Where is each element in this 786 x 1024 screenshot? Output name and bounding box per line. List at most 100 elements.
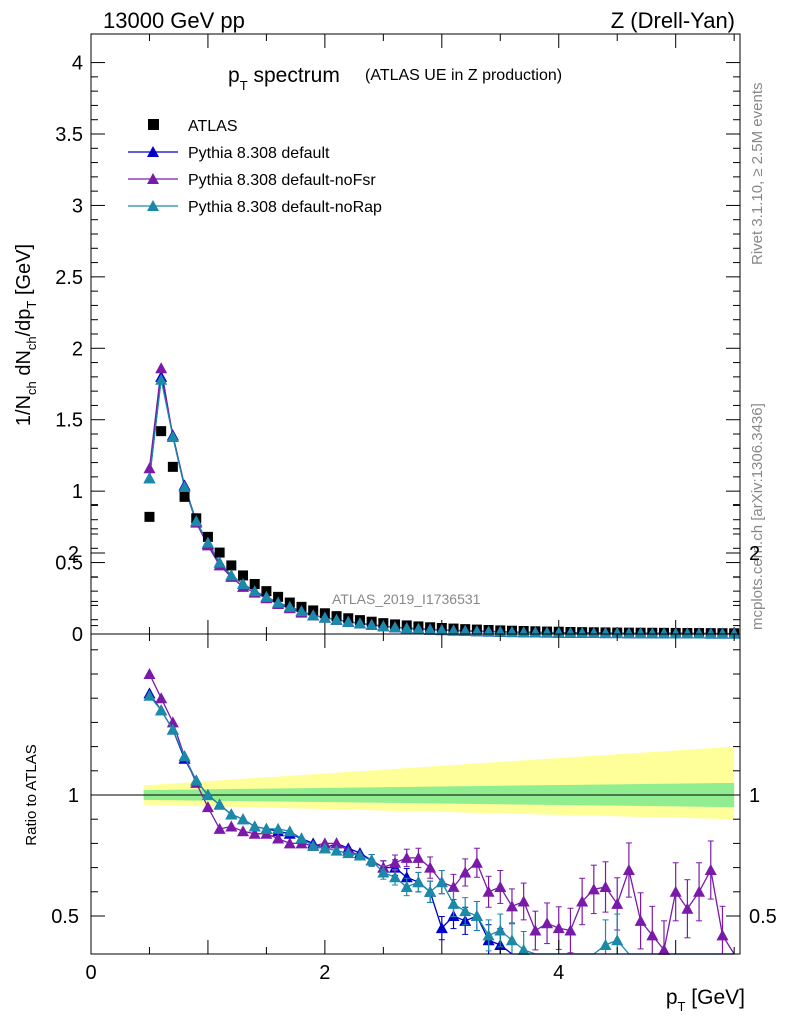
- ratio-point: [389, 856, 402, 868]
- chart-title: pT spectrum: [228, 64, 340, 93]
- mc-point: [587, 627, 600, 638]
- ratio-point: [201, 801, 214, 813]
- ratio-point: [237, 825, 250, 837]
- ratio-point: [400, 880, 413, 892]
- mcplots-label: mcplots.cern.ch [arXiv:1306.3436]: [749, 403, 766, 630]
- mc-point: [657, 627, 670, 639]
- legend: ATLAS Pythia 8.308 default Pythia 8.308 de…: [128, 118, 382, 216]
- ratio-point: [283, 825, 296, 837]
- mc-point: [225, 569, 238, 581]
- ratio-point: [225, 808, 238, 820]
- main-ytick-label: 1.5: [55, 410, 83, 432]
- ratio-line-2: [148, 695, 735, 955]
- ratio-point: [143, 668, 156, 679]
- mc-point: [155, 362, 168, 374]
- ratio-xtick-label: 0: [85, 962, 96, 984]
- ratio-point: [681, 902, 694, 914]
- mc-point: [283, 600, 296, 612]
- ratio-point: [482, 885, 495, 897]
- ratio-line-0: [148, 693, 735, 955]
- ratio-point: [272, 832, 285, 844]
- ratio-point: [400, 871, 413, 883]
- legend-label: Pythia 8.308 default-noRap: [188, 199, 382, 216]
- ratio-xtick-label: 2: [319, 962, 330, 984]
- ratio-point: [353, 849, 366, 861]
- main-ytick-label: 3: [72, 195, 83, 217]
- main-marks: [143, 362, 741, 639]
- legend-marker: [147, 173, 159, 184]
- rivet-label: Rivet 3.1.10, ≥ 2.5M events: [749, 83, 766, 266]
- ratio-band-outer: [143, 746, 735, 820]
- ratio-ylabel: Ratio to ATLAS: [23, 744, 40, 845]
- mc-point: [681, 627, 694, 639]
- mc-point: [166, 430, 179, 442]
- ratio-point: [611, 934, 624, 946]
- ratio-point: [447, 880, 460, 892]
- mc-point: [365, 618, 378, 630]
- legend-marker: [147, 200, 159, 211]
- ratio-point: [342, 847, 355, 859]
- ratio-point: [412, 876, 425, 888]
- mc-point: [728, 627, 741, 639]
- ratio-point: [622, 864, 635, 876]
- legend-marker: [147, 146, 159, 157]
- mc-point: [143, 462, 156, 474]
- mc-point: [201, 536, 214, 548]
- ratio-point: [599, 939, 612, 951]
- ratio-point: [225, 820, 238, 832]
- mc-point: [517, 626, 530, 638]
- mc-point: [353, 617, 366, 629]
- main-ytick-label: 0: [72, 624, 83, 646]
- ratio-point: [166, 723, 179, 735]
- mc-point: [529, 626, 542, 638]
- mc-point: [237, 578, 250, 589]
- mc-point: [155, 373, 168, 385]
- atlas-point: [179, 491, 190, 502]
- mc-point: [307, 609, 320, 621]
- ratio-point: [505, 900, 518, 912]
- ratio-point: [272, 822, 285, 834]
- ratio-point: [435, 876, 448, 888]
- ratio-point: [716, 929, 729, 941]
- ratio-point: [552, 922, 565, 934]
- ratio-point: [576, 895, 589, 907]
- mc-point: [576, 626, 589, 638]
- ratio-ticks: 0.5 0.5 1 1 2 2 0 2 4: [51, 504, 777, 984]
- ratio-point: [248, 820, 261, 832]
- mc-point: [693, 627, 706, 639]
- ratio-point: [459, 866, 472, 878]
- ratio-point: [213, 798, 226, 810]
- main-ytick-label: 2.5: [55, 267, 83, 289]
- mc-point: [178, 480, 191, 492]
- mc-point: [342, 615, 355, 627]
- ratio-point: [587, 883, 600, 895]
- ratio-point: [599, 880, 612, 892]
- ratio-point: [646, 929, 659, 941]
- main-ticks: 0 0.5 1 1.5 2 2.5 3 3.5 4: [55, 34, 740, 646]
- main-ytick-label: 2: [72, 338, 83, 360]
- watermark: ATLAS_2019_I1736531: [332, 591, 481, 607]
- mc-point: [424, 623, 437, 635]
- ratio-point: [155, 692, 168, 704]
- atlas-point: [226, 560, 237, 571]
- ratio-point: [669, 885, 682, 897]
- mc-point: [248, 585, 261, 597]
- legend-label: ATLAS: [188, 118, 238, 135]
- ratio-point: [704, 864, 717, 876]
- ratio-bands: [143, 746, 735, 820]
- mc-point: [541, 626, 554, 638]
- ratio-point: [377, 866, 390, 878]
- atlas-point: [238, 570, 249, 581]
- ratio-point: [470, 910, 483, 921]
- main-ytick-label: 0.5: [55, 553, 83, 575]
- ratio-point: [517, 895, 530, 907]
- ratio-point: [482, 929, 495, 941]
- ratio-point: [634, 914, 647, 926]
- mc-point: [389, 621, 402, 633]
- mc-point: [318, 611, 331, 623]
- ratio-ytick-label: 0.5: [51, 906, 79, 928]
- chart-subtitle: (ATLAS UE in Z production): [365, 67, 562, 84]
- legend-marker-atlas: [148, 119, 159, 130]
- ratio-point: [178, 750, 191, 762]
